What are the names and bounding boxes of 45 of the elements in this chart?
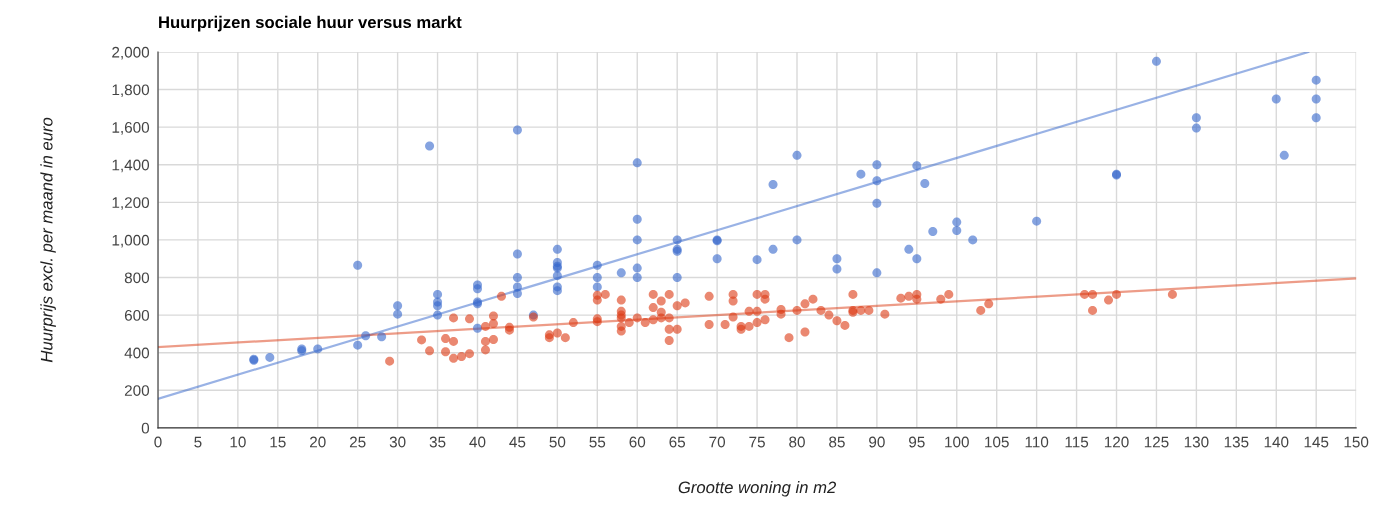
y-tick-label: 1,000 — [112, 234, 150, 248]
x-tick-label: 95 — [909, 436, 925, 448]
x-axis-title: Grootte woning in m2 — [678, 481, 837, 497]
x-tick-label: 135 — [1224, 436, 1249, 448]
x-tick-label: 70 — [709, 436, 726, 448]
x-tick-label: 0 — [154, 436, 162, 448]
x-tick-label: 40 — [469, 436, 486, 448]
x-tick-label: 120 — [1104, 436, 1129, 448]
x-tick-label: 25 — [349, 436, 366, 448]
x-tick-label: 105 — [985, 436, 1009, 448]
x-tick-label: 10 — [230, 436, 246, 448]
x-tick-label: 80 — [789, 436, 805, 448]
y-tick-label: 400 — [124, 347, 150, 359]
y-tick-label: 1,400 — [112, 159, 150, 173]
x-tick-label: 150 — [1344, 436, 1369, 448]
y-tick-label: 200 — [124, 385, 150, 396]
x-tick-label: 15 — [270, 436, 286, 448]
x-tick-label: 90 — [869, 436, 885, 448]
x-tick-label: 110 — [1025, 436, 1049, 448]
x-tick-label: 145 — [1304, 436, 1329, 448]
y-tick-label: 2,000 — [112, 46, 150, 60]
x-tick-label: 50 — [549, 436, 566, 448]
x-tick-label: 30 — [389, 436, 406, 448]
chart-title: Huurprijzen sociale huur versus markt — [159, 15, 462, 32]
x-tick-label: 85 — [829, 436, 845, 448]
x-tick-label: 100 — [945, 436, 969, 448]
x-tick-label: 75 — [749, 436, 765, 448]
x-tick-label: 65 — [669, 436, 686, 448]
y-tick-label: 1,200 — [112, 197, 150, 210]
x-tick-label: 55 — [589, 436, 606, 448]
y-tick-label: 1,800 — [112, 84, 150, 98]
y-axis-title: Huurprijs excl. per maand in euro — [40, 117, 56, 363]
y-tick-label: 800 — [124, 272, 150, 284]
y-tick-label: 0 — [141, 422, 150, 434]
y-tick-label: 1,600 — [112, 122, 150, 135]
x-tick-label: 115 — [1065, 436, 1089, 448]
x-tick-label: 140 — [1264, 436, 1289, 448]
x-tick-label: 130 — [1184, 436, 1209, 448]
x-tick-label: 5 — [194, 436, 202, 448]
x-tick-label: 125 — [1144, 436, 1169, 448]
x-tick-label: 35 — [429, 436, 446, 448]
x-tick-label: 20 — [310, 436, 326, 448]
x-tick-label: 45 — [509, 436, 526, 448]
y-tick-label: 600 — [124, 309, 150, 321]
x-tick-label: 60 — [629, 436, 646, 448]
